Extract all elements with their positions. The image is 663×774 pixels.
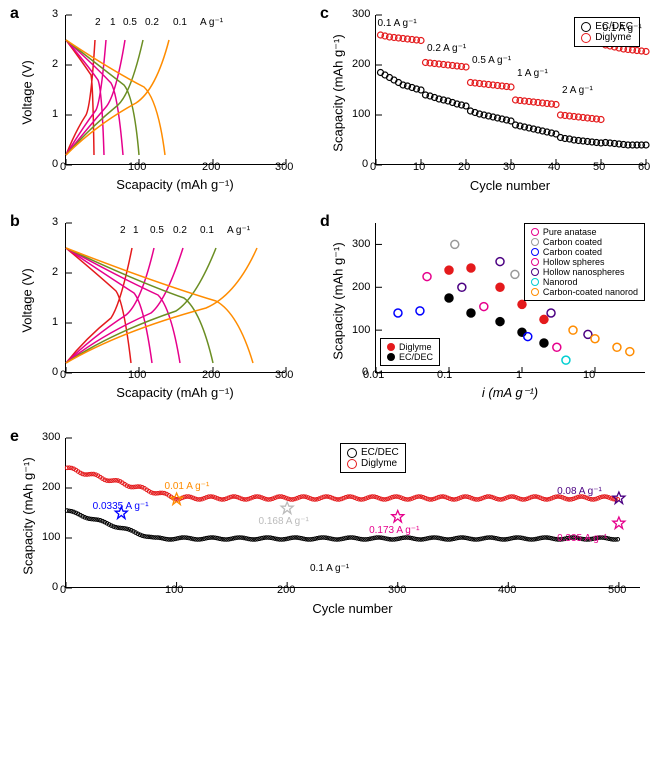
panel-a-plot (65, 15, 285, 165)
panel-a-xlabel: Scapacity (mAh g⁻¹) (65, 177, 285, 193)
panel-d-legend-left: Diglyme EC/DEC (380, 338, 440, 366)
panel-e: e 0 100 200 300 400 500 0 100 200 300 Sc… (10, 428, 650, 628)
panel-d-label: d (320, 213, 330, 231)
panel-a: a 0 100 200 300 0 1 2 3 Voltage (V) Scap… (10, 5, 300, 205)
panel-d-legend-right: Pure anatase Carbon coated Carbon coated… (524, 223, 645, 301)
panel-b-ylabel: Voltage (V) (20, 268, 35, 332)
panel-b-xlabel: Scapacity (mAh g⁻¹) (65, 385, 285, 401)
panel-a-ylabel: Voltage (V) (20, 60, 35, 124)
panel-d-ylabel: Scapacity (mAh g⁻¹) (331, 242, 347, 359)
panel-c-xlabel: Cycle number (375, 178, 645, 193)
panel-e-label: e (10, 428, 19, 446)
panel-a-svg (66, 15, 286, 165)
panel-c: c 0 10 20 30 40 50 60 0 100 200 300 Scap… (320, 5, 655, 205)
panel-e-legend: EC/DEC Diglyme (340, 443, 406, 473)
panel-d: d 0.01 0.1 1 10 0 100 200 300 Scapacity … (320, 213, 655, 413)
panel-e-xlabel: Cycle number (65, 601, 640, 616)
panel-c-label: c (320, 5, 329, 23)
panel-b-plot (65, 223, 285, 373)
panel-c-ylabel: Scapacity (mAh g⁻¹) (331, 34, 347, 151)
panel-d-xlabel: i (mA g⁻¹) (375, 385, 645, 401)
panel-e-ylabel: Scapacity (mAh g⁻¹) (21, 457, 37, 574)
panel-b: b 0 100 200 300 0 1 2 3 Voltage (V) Scap… (10, 213, 300, 413)
panel-b-label: b (10, 213, 20, 231)
panel-a-label: a (10, 5, 19, 23)
panel-b-svg (66, 223, 286, 373)
